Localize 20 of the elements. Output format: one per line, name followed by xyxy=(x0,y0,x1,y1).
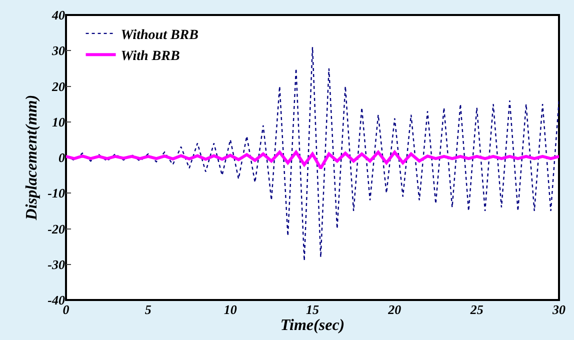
x-tick-label: 15 xyxy=(306,302,320,317)
y-tick-label: -40 xyxy=(48,292,66,308)
y-tick-label: 0 xyxy=(58,150,66,166)
legend-label: Without BRB xyxy=(120,28,198,43)
x-axis-title: Time(sec) xyxy=(280,317,345,334)
y-tick-label: 40 xyxy=(51,8,66,23)
y-tick-label: -20 xyxy=(48,221,66,236)
y-tick-label: 30 xyxy=(51,43,66,58)
y-tick-label: -30 xyxy=(48,256,66,272)
x-tick-label: 30 xyxy=(552,302,566,317)
x-tick-label: 25 xyxy=(469,302,484,317)
x-tick-label: 10 xyxy=(224,302,238,317)
legend-label: With BRB xyxy=(120,49,180,64)
x-tick-label: 20 xyxy=(387,302,402,317)
y-tick-label: 20 xyxy=(51,78,66,94)
line-series xyxy=(66,150,559,170)
y-tick-label: 10 xyxy=(52,114,66,130)
y-tick-label: -10 xyxy=(48,186,66,201)
x-tick-label: 5 xyxy=(144,302,152,317)
y-axis-title: Displacement(mm) xyxy=(24,94,41,222)
